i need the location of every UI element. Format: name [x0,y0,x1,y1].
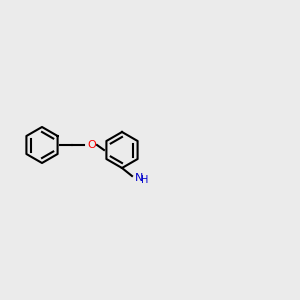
Text: O: O [88,140,96,150]
Text: H: H [141,175,148,185]
Text: N: N [135,173,143,183]
